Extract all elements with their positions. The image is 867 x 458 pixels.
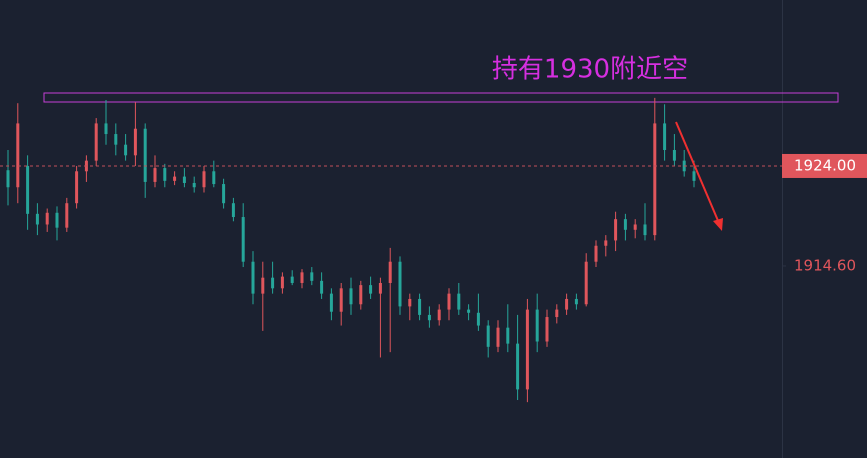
candle-body [614, 219, 618, 241]
candle-body [339, 288, 343, 312]
candle-body [75, 171, 79, 204]
candle-body [26, 165, 30, 214]
candle-body [349, 288, 353, 305]
candle-body [6, 170, 10, 188]
arrow-head [713, 218, 723, 231]
candle-body [192, 182, 196, 188]
candle-body [525, 309, 529, 390]
candle-body [104, 123, 108, 135]
candle-body [231, 203, 235, 218]
candle-body [486, 325, 490, 347]
candle-body [202, 171, 206, 188]
candle-body [114, 134, 118, 145]
candle-body [496, 327, 500, 347]
y-tick-label: 1914.60 [794, 256, 856, 274]
candle-body [623, 219, 627, 230]
candle-body [633, 224, 637, 230]
candle-body [408, 298, 412, 307]
candle-body [545, 317, 549, 342]
candle-body [427, 314, 431, 321]
candle-body [584, 261, 588, 305]
candle-body [35, 213, 39, 225]
candle-body [467, 309, 471, 313]
last-price-label: 1924.00 [794, 156, 856, 174]
candle-body [261, 277, 265, 294]
arrow-shaft [675, 121, 720, 224]
candle-body [447, 293, 451, 310]
candle-body [653, 123, 657, 236]
candle-body [643, 224, 647, 236]
candle-body [506, 327, 510, 344]
candle-body [457, 293, 461, 310]
candle-body [153, 168, 157, 182]
candle-body [359, 285, 363, 305]
chart-title: 持有1930附近空 [492, 55, 688, 85]
last-price-box [782, 153, 867, 178]
candle-body [369, 285, 373, 294]
candle-body [555, 309, 559, 318]
candle-body [241, 217, 245, 262]
candle-body [94, 123, 98, 161]
candle-body [378, 282, 382, 294]
candle-body [329, 293, 333, 312]
candle-body [212, 171, 216, 185]
candle-body [574, 298, 578, 305]
candle-body [565, 298, 569, 310]
candle-body [418, 298, 422, 315]
candle-body [594, 245, 598, 262]
candle-body [65, 203, 69, 228]
resistance-zone [43, 92, 839, 103]
candle-body [320, 280, 324, 294]
candle-body [143, 128, 147, 182]
candle-body [222, 184, 226, 204]
candle-body [45, 212, 49, 225]
candle-body [310, 272, 314, 281]
candle-body [388, 261, 392, 283]
candle-body [271, 277, 275, 289]
candle-body [133, 128, 137, 156]
candle-body [535, 309, 539, 342]
candle-body [182, 176, 186, 183]
candle-body [437, 309, 441, 321]
candle-body [173, 176, 177, 181]
candle-body [516, 343, 520, 390]
candle-body [604, 240, 608, 246]
candle-body [251, 261, 255, 294]
candle-body [124, 144, 128, 156]
candle-body [300, 272, 304, 283]
candle-body [16, 123, 20, 188]
candle-body [163, 168, 167, 181]
candle-body [672, 150, 676, 161]
candle-body [280, 276, 284, 289]
plot [6, 97, 696, 403]
candle-body [55, 212, 59, 228]
candle-body [663, 123, 667, 151]
candle-body [290, 276, 294, 283]
candle-body [476, 312, 480, 326]
candle-body [692, 171, 696, 181]
candle-body [398, 261, 402, 307]
